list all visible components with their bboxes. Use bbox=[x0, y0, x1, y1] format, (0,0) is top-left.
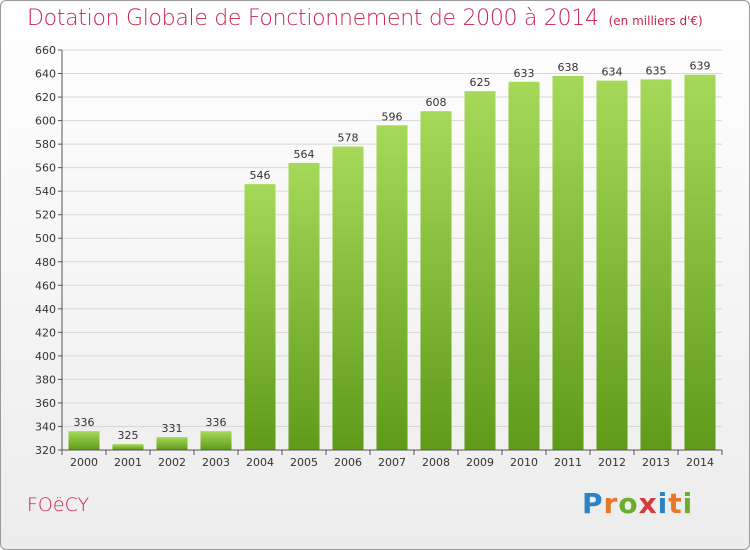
y-tick-label: 400 bbox=[35, 350, 56, 363]
x-tick-label: 2005 bbox=[290, 456, 318, 469]
x-tick-label: 2001 bbox=[114, 456, 142, 469]
x-tick-label: 2013 bbox=[642, 456, 670, 469]
bar-2012 bbox=[596, 80, 628, 451]
bar-value-labels: 336 325 331 336 546 564 578 596 608 625 633 638 634 6… bbox=[74, 60, 711, 442]
bar-value-label: 638 bbox=[558, 61, 579, 74]
x-tick-label: 2011 bbox=[554, 456, 582, 469]
y-tick-label: 560 bbox=[35, 162, 56, 175]
bar-2013 bbox=[640, 79, 672, 450]
y-tick-label: 660 bbox=[35, 44, 56, 57]
x-tick-label: 2004 bbox=[246, 456, 274, 469]
x-tick-label: 2000 bbox=[70, 456, 98, 469]
y-tick-label: 520 bbox=[35, 209, 56, 222]
x-tick-label: 2008 bbox=[422, 456, 450, 469]
x-axis-ticks: 2000 2001 2002 2003 2004 2005 2006 2007 2008 2009… bbox=[61, 450, 723, 469]
bar-2010 bbox=[508, 81, 540, 450]
bar-2011 bbox=[552, 75, 584, 450]
x-tick-label: 2007 bbox=[378, 456, 406, 469]
y-tick-label: 540 bbox=[35, 185, 56, 198]
axes bbox=[61, 50, 722, 451]
y-tick-label: 340 bbox=[35, 420, 56, 433]
bar-value-label: 634 bbox=[602, 66, 623, 79]
x-tick-label: 2003 bbox=[202, 456, 230, 469]
bar-value-label: 596 bbox=[382, 110, 403, 123]
bar-value-label: 578 bbox=[338, 131, 359, 144]
bar-value-label: 325 bbox=[118, 429, 139, 442]
bar-2014 bbox=[684, 74, 716, 451]
bar-value-label: 331 bbox=[162, 422, 183, 435]
x-tick-label: 2002 bbox=[158, 456, 186, 469]
x-tick-label: 2012 bbox=[598, 456, 626, 469]
bars bbox=[68, 74, 716, 451]
y-tick-label: 580 bbox=[35, 138, 56, 151]
x-tick-label: 2014 bbox=[686, 456, 714, 469]
y-tick-label: 320 bbox=[35, 444, 56, 457]
bar-value-label: 633 bbox=[514, 67, 535, 80]
x-tick-label: 2009 bbox=[466, 456, 494, 469]
chart-title: Dotation Globale de Fonctionnement de 20… bbox=[27, 6, 599, 31]
bar-2004 bbox=[244, 184, 276, 450]
bar-2000 bbox=[68, 431, 100, 450]
y-tick-label: 500 bbox=[35, 232, 56, 245]
bar-value-label: 639 bbox=[690, 60, 711, 73]
proxiti-logo: Proxiti bbox=[582, 487, 694, 520]
y-tick-label: 360 bbox=[35, 397, 56, 410]
bar-2009 bbox=[464, 91, 496, 451]
y-tick-label: 480 bbox=[35, 256, 56, 269]
chart-title-block: Dotation Globale de Fonctionnement de 20… bbox=[27, 6, 703, 31]
y-tick-label: 620 bbox=[35, 91, 56, 104]
bar-value-label: 608 bbox=[426, 96, 447, 109]
x-tick-label: 2010 bbox=[510, 456, 538, 469]
bar-2007 bbox=[376, 125, 408, 450]
bar-2001 bbox=[112, 444, 144, 450]
bar-value-label: 336 bbox=[206, 416, 227, 429]
commune-name: FOëCY bbox=[27, 494, 90, 516]
bar-value-label: 564 bbox=[294, 148, 315, 161]
bar-value-label: 625 bbox=[470, 76, 491, 89]
y-tick-label: 420 bbox=[35, 326, 56, 339]
bar-value-label: 635 bbox=[646, 64, 667, 77]
bar-2005 bbox=[288, 162, 320, 451]
bar-value-label: 546 bbox=[250, 169, 271, 182]
y-tick-label: 460 bbox=[35, 279, 56, 292]
y-tick-label: 380 bbox=[35, 373, 56, 386]
bar-2006 bbox=[332, 146, 364, 450]
bar-2008 bbox=[420, 111, 452, 451]
y-tick-label: 440 bbox=[35, 303, 56, 316]
bar-2003 bbox=[200, 431, 232, 450]
y-axis-ticks: 320 340 360 380 400 420 440 460 480 500 520 540 560 5… bbox=[35, 44, 62, 457]
x-tick-label: 2006 bbox=[334, 456, 362, 469]
bar-value-label: 336 bbox=[74, 416, 95, 429]
y-tick-label: 600 bbox=[35, 115, 56, 128]
y-tick-label: 640 bbox=[35, 68, 56, 81]
chart-subtitle: (en milliers d'€) bbox=[608, 14, 703, 28]
bar-2002 bbox=[156, 437, 188, 450]
